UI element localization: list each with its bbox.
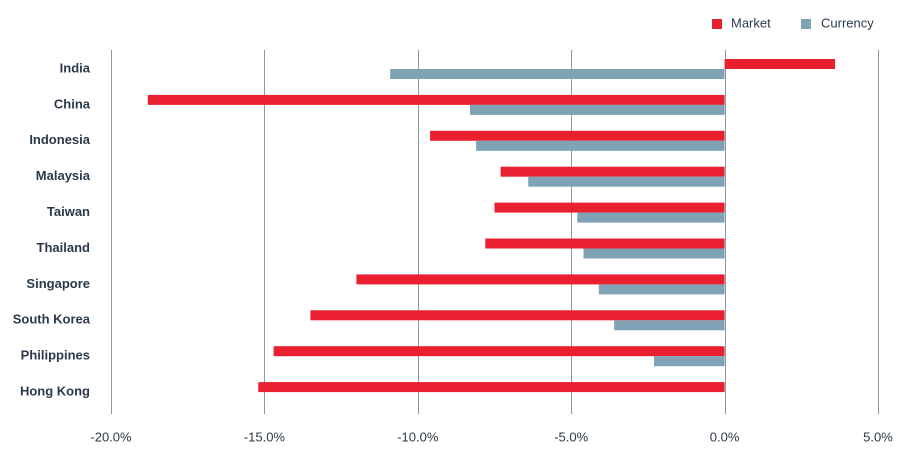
market-bar [147, 94, 725, 105]
category-label: China [54, 96, 91, 111]
x-tick-label: 0.0% [710, 429, 740, 444]
currency-bar [577, 212, 725, 223]
currency-bar [476, 140, 725, 151]
legend-label: Currency [821, 15, 874, 30]
currency-bar [614, 320, 725, 331]
legend: Market Currency [712, 15, 874, 30]
currency-bar [654, 356, 725, 367]
market-bar [494, 202, 725, 213]
category-label: Singapore [26, 276, 90, 291]
category-label: Taiwan [47, 204, 90, 219]
x-tick-labels: -20.0% -15.0% -10.0% -5.0% 0.0% 5.0% [90, 429, 893, 444]
category-label: Hong Kong [20, 384, 90, 399]
legend-swatch [712, 19, 722, 29]
market-bar [430, 130, 725, 141]
currency-bar [528, 176, 725, 187]
currency-bar [583, 248, 725, 259]
category-label: South Korea [13, 312, 91, 327]
market-bar [500, 166, 725, 177]
legend-swatch [801, 19, 811, 29]
currency-bar [469, 104, 725, 115]
market-bar [310, 310, 725, 321]
x-tick-label: -5.0% [554, 429, 588, 444]
category-label: Thailand [37, 240, 91, 255]
category-labels: India China Indonesia Malaysia Taiwan Thailan… [13, 60, 91, 398]
bars [147, 59, 836, 393]
category-label: Philippines [21, 348, 90, 363]
x-tick-label: -15.0% [244, 429, 286, 444]
category-label: Indonesia [29, 132, 90, 147]
market-bar [356, 274, 725, 285]
currency-bar [598, 284, 725, 295]
x-tick-label: -20.0% [90, 429, 132, 444]
market-bar [258, 382, 725, 393]
category-label: India [60, 60, 91, 75]
market-bar [273, 346, 725, 357]
market-bar [485, 238, 725, 249]
market-bar [724, 59, 836, 69]
x-tick-label: 5.0% [863, 429, 893, 444]
legend-label: Market [731, 15, 771, 30]
x-tick-label: -10.0% [397, 429, 439, 444]
category-label: Malaysia [36, 168, 91, 183]
currency-bar [390, 69, 725, 79]
